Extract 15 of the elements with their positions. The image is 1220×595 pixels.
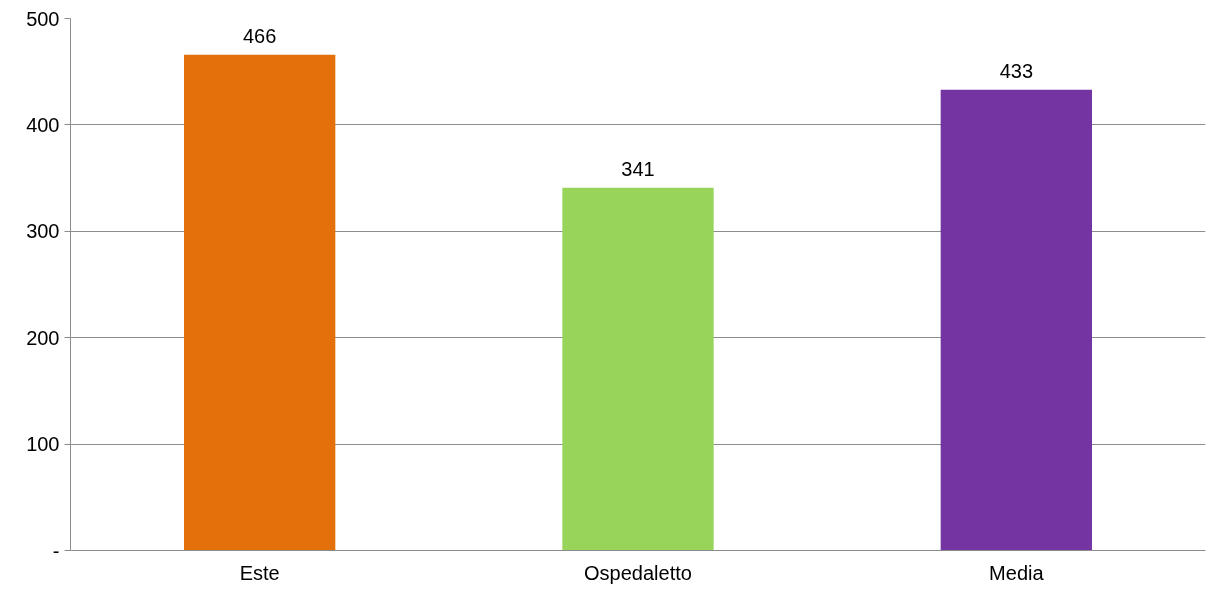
y-tick-label: - (52, 539, 60, 562)
data-label: 433 (999, 59, 1034, 82)
y-tick-label: 500 (26, 7, 60, 30)
x-tick-label: Este (239, 561, 280, 584)
bar (562, 187, 714, 551)
bar (184, 54, 336, 551)
y-tick-label: 200 (26, 326, 60, 349)
data-label: 466 (242, 24, 277, 47)
y-tick-label: 400 (26, 113, 60, 136)
x-tick-label: Ospedaletto (584, 561, 692, 584)
y-tick-label: 100 (26, 433, 60, 456)
x-tick-label: Media (989, 561, 1045, 584)
data-label: 341 (621, 157, 655, 180)
bar (940, 89, 1092, 551)
y-tick-label: 300 (26, 220, 60, 243)
